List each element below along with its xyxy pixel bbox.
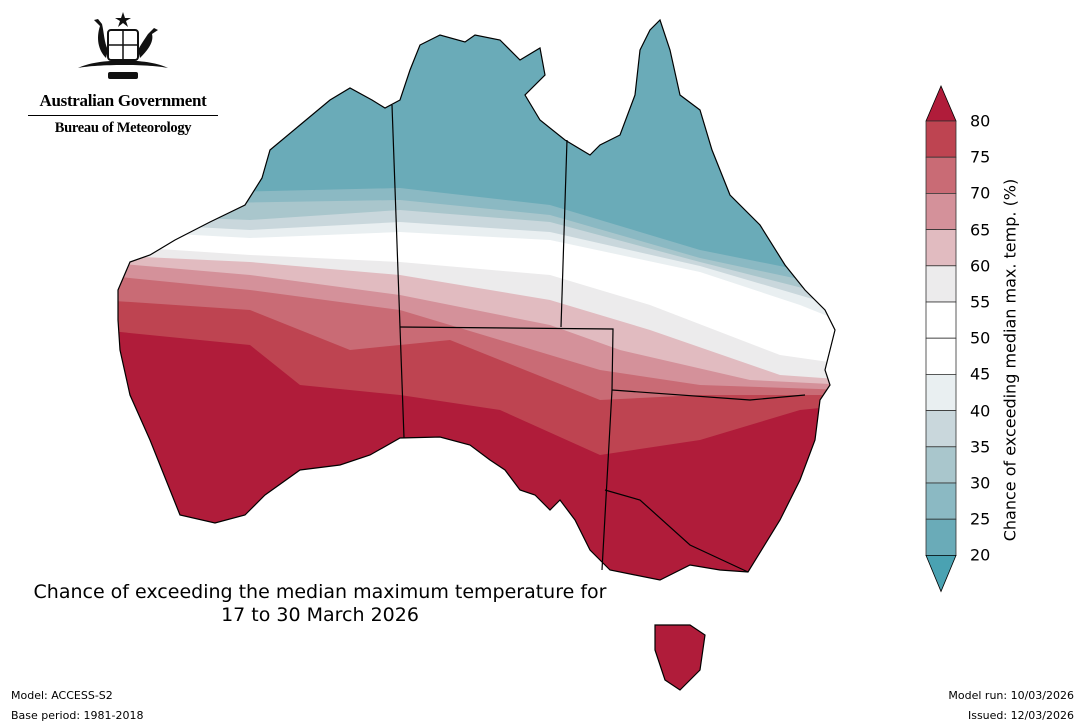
map-title: Chance of exceeding the median maximum t…	[0, 581, 640, 627]
colorbar-swatch	[925, 156, 957, 194]
coat-of-arms-icon	[78, 12, 168, 79]
colorbar-tick-label: 80	[970, 111, 991, 131]
colorbar	[925, 84, 957, 593]
colorbar-tick-label: 35	[970, 437, 991, 457]
colorbar-tick-label: 50	[970, 328, 991, 348]
base-period-label: Base period: 1981-2018	[11, 709, 144, 722]
colorbar-swatch	[925, 301, 957, 339]
colorbar-tick-label: 40	[970, 401, 991, 421]
colorbar-under-arrow	[925, 554, 957, 593]
government-name: Australian Government	[28, 91, 218, 116]
colorbar-swatch	[925, 120, 957, 158]
colorbar-tick-label: 20	[970, 545, 991, 565]
state-borders	[391, 104, 806, 573]
colorbar-tick-label: 65	[970, 220, 991, 240]
colorbar-tick-label: 55	[970, 292, 991, 312]
bureau-name: Bureau of Meteorology	[54, 120, 192, 136]
colorbar-swatch	[925, 193, 957, 231]
colorbar-swatch	[925, 373, 957, 411]
issued-label: Issued: 12/03/2026	[967, 709, 1074, 722]
colorbar-swatch	[925, 229, 957, 267]
coastline	[117, 18, 836, 691]
model-run-label: Model run: 10/03/2026	[948, 689, 1074, 702]
colorbar-label: Chance of exceeding median max. temp. (%…	[1000, 178, 1020, 542]
colorbar-over-arrow	[925, 84, 957, 122]
colorbar-tick-label: 75	[970, 147, 991, 167]
bom-logo: Australian Government Bureau of Meteorol…	[28, 10, 218, 137]
colorbar-swatch	[925, 337, 957, 375]
colorbar-tick-label: 30	[970, 473, 991, 493]
colorbar-swatch	[925, 265, 957, 303]
colorbar-swatch	[925, 410, 957, 448]
colorbar-swatch	[925, 482, 957, 520]
map-title-line2: 17 to 30 March 2026	[221, 604, 419, 626]
colorbar-tick-label: 25	[970, 509, 991, 529]
colorbar-tick-label: 60	[970, 256, 991, 276]
map-title-line1: Chance of exceeding the median maximum t…	[33, 581, 607, 603]
australia-map	[117, 18, 836, 691]
colorbar-swatch	[925, 446, 957, 484]
colorbar-tick-label: 45	[970, 364, 991, 384]
colorbar-tick-label: 70	[970, 183, 991, 203]
model-label: Model: ACCESS-S2	[11, 689, 113, 702]
colorbar-swatch	[925, 518, 957, 556]
